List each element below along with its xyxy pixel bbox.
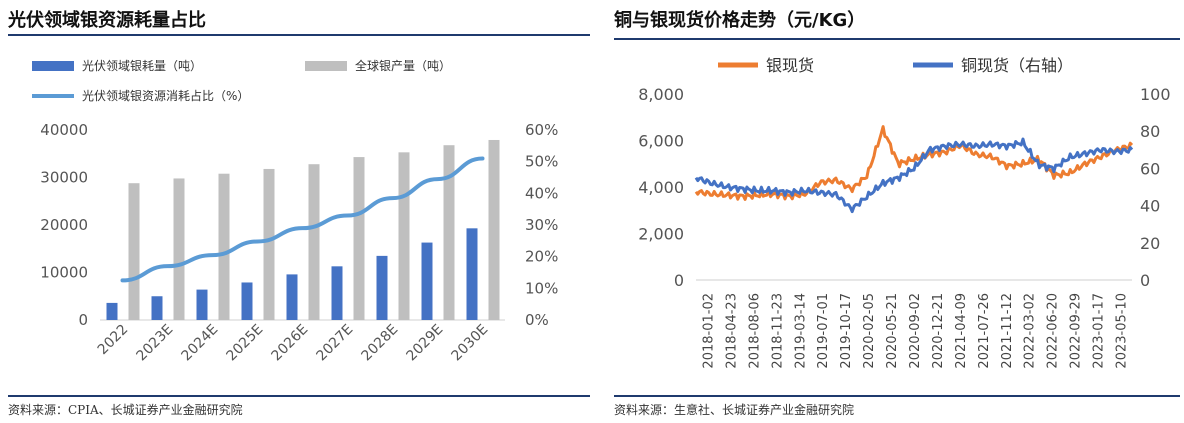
y-right-tick-label: 40% (525, 184, 558, 202)
bar-pv-silver-2030E (466, 228, 478, 320)
x-tick-label-2019-10-17: 2019-10-17 (839, 293, 854, 369)
right-title-rule (614, 38, 1180, 40)
y-left-tick-label: 0 (674, 271, 684, 290)
legend-label-pv-silver: 光伏领域银耗量（吨） (82, 59, 202, 73)
y-right-tick-label: 80 (1140, 122, 1160, 141)
x-tick-label-2022-06-20: 2022-06-20 (1046, 293, 1061, 369)
line-copper-series (694, 137, 1134, 214)
x-tick-label-2020-02-05: 2020-02-05 (862, 293, 877, 369)
legend-label-share-line: 光伏领域银资源消耗占比（%） (82, 88, 249, 103)
y-left-tick-label: 4,000 (638, 178, 684, 197)
bar-pv-silver-2028E (376, 255, 388, 320)
x-tick-label-2018-01-02: 2018-01-02 (701, 293, 716, 369)
x-tick-label-2019-03-14: 2019-03-14 (793, 293, 808, 369)
y-right-tick-label: 30% (525, 216, 558, 234)
left-chart-svg: 光伏领域银耗量（吨） 全球银产量（吨） 光伏领域银资源消耗占比（%） 0 10000 20… (32, 58, 558, 365)
right-source-note: 资料来源：生意社、长城证券产业金融研究院 (614, 403, 855, 417)
left-title-rule (8, 34, 590, 36)
y-left-tick-label: 30000 (40, 169, 88, 187)
x-tick-label-2025E: 2025E (224, 322, 267, 365)
right-bottom-rule (614, 395, 1180, 397)
bar-global-silver-2028E (398, 152, 410, 320)
legend-label-silver: 银现货 (766, 56, 814, 75)
x-tick-label-2020-05-21: 2020-05-21 (885, 293, 900, 369)
x-tick-label-2018-11-23: 2018-11-23 (770, 293, 785, 369)
y-right-tick-label: 20 (1140, 234, 1160, 253)
bar-pv-silver-2022 (106, 302, 118, 320)
y-left-tick-label: 10000 (40, 264, 88, 282)
x-tick-label-2019-07-01: 2019-07-01 (816, 293, 831, 369)
bar-pv-silver-2023E (151, 296, 163, 320)
x-tick-label-2021-11-12: 2021-11-12 (1000, 293, 1015, 369)
x-tick-label-2021-04-09: 2021-04-09 (954, 293, 969, 369)
x-tick-label-2018-08-06: 2018-08-06 (747, 293, 762, 369)
x-tick-label-2027E: 2027E (314, 322, 357, 365)
right-chart-panel: 铜与银现货价格走势（元/KG） 银现货 铜现货（右轴） 0 2,000 4,000 6,0… (600, 0, 1184, 423)
x-tick-label-2023E: 2023E (134, 322, 177, 365)
y-right-tick-label: 60% (525, 121, 558, 139)
left-source-note: 资料来源：CPIA、长城证券产业金融研究院 (8, 403, 243, 417)
bar-global-silver-2030E (488, 139, 500, 320)
bar-global-silver-2023E (173, 178, 185, 320)
legend-label-copper: 铜现货（右轴） (961, 56, 1073, 75)
y-right-tick-label: 0 (1140, 271, 1150, 290)
x-tick-label-2021-07-26: 2021-07-26 (977, 293, 992, 369)
x-tick-label-2022-09-29: 2022-09-29 (1069, 293, 1084, 369)
x-tick-label-2028E: 2028E (359, 322, 402, 365)
y-right-tick-label: 100 (1140, 85, 1171, 104)
bar-global-silver-2026E (308, 164, 320, 320)
y-right-tick-label: 10% (525, 279, 558, 297)
right-chart-svg: 银现货 铜现货（右轴） 0 2,000 4,000 6,000 8,000 0 20 40 60 80… (638, 56, 1171, 369)
bar-global-silver-2025E (263, 168, 275, 320)
left-chart-title: 光伏领域银资源耗量占比 (8, 10, 206, 31)
bar-global-silver-2022 (128, 183, 140, 320)
y-right-tick-label: 50% (525, 153, 558, 171)
x-tick-label-2018-04-23: 2018-04-23 (724, 293, 739, 369)
y-left-tick-label: 0 (78, 311, 88, 329)
x-tick-label-2020-09-02: 2020-09-02 (908, 293, 923, 369)
y-right-tick-label: 60 (1140, 159, 1160, 178)
x-tick-label-2026E: 2026E (269, 322, 312, 365)
left-chart-panel: 光伏领域银资源耗量占比 光伏领域银耗量（吨） 全球银产量（吨） 光伏领域银资源消耗占… (8, 10, 590, 417)
x-tick-label-2023-05-10: 2023-05-10 (1115, 293, 1130, 369)
bar-global-silver-2029E (443, 145, 455, 320)
x-tick-label-2020-12-21: 2020-12-21 (931, 293, 946, 369)
legend-label-global-silver: 全球银产量（吨） (355, 58, 451, 73)
y-right-tick-label: 20% (525, 248, 558, 266)
y-left-tick-label: 8,000 (638, 85, 684, 104)
bar-global-silver-2027E (353, 157, 365, 320)
bar-pv-silver-2029E (421, 242, 433, 320)
x-tick-label-2022-03-02: 2022-03-02 (1023, 293, 1038, 369)
y-right-tick-label: 40 (1140, 197, 1160, 216)
bar-global-silver-2024E (218, 173, 230, 320)
x-tick-label-2024E: 2024E (179, 322, 222, 365)
y-left-tick-label: 2,000 (638, 225, 684, 244)
y-left-tick-label: 6,000 (638, 132, 684, 151)
legend-swatch-global-silver (305, 61, 347, 71)
bar-pv-silver-2025E (241, 282, 253, 320)
bar-pv-silver-2027E (331, 266, 343, 320)
y-left-tick-label: 20000 (40, 216, 88, 234)
x-tick-label-2022: 2022 (95, 322, 132, 359)
x-tick-label-2030E: 2030E (449, 322, 492, 365)
bar-pv-silver-2024E (196, 289, 208, 320)
legend-swatch-pv-silver (32, 61, 74, 71)
right-chart-title: 铜与银现货价格走势（元/KG） (614, 10, 866, 31)
bar-pv-silver-2026E (286, 274, 298, 320)
y-right-tick-label: 0% (525, 311, 549, 329)
x-tick-label-2023-01-17: 2023-01-17 (1092, 293, 1107, 369)
x-tick-label-2029E: 2029E (404, 322, 447, 365)
left-bottom-rule (8, 395, 590, 397)
y-left-tick-label: 40000 (40, 121, 88, 139)
